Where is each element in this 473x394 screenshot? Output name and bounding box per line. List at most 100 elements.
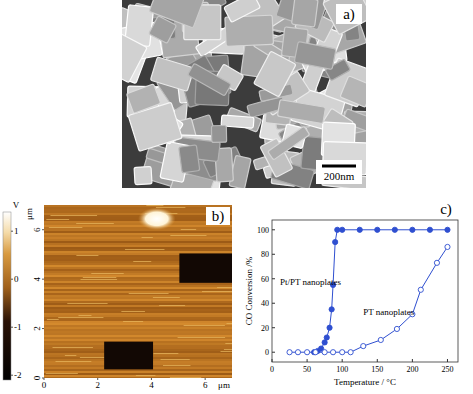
scan-streak xyxy=(163,365,190,366)
tick xyxy=(205,378,206,380)
scan-streak xyxy=(170,377,201,378)
scan-streak xyxy=(220,351,232,352)
scan-line xyxy=(44,239,232,241)
tick xyxy=(42,328,44,329)
y-tick-label: 100 xyxy=(257,226,269,235)
scan-line xyxy=(44,243,232,245)
tick-label: 4 xyxy=(32,276,42,281)
scan-line xyxy=(44,373,232,375)
scan-streak xyxy=(136,375,156,376)
scan-streak xyxy=(226,323,232,324)
sem-image xyxy=(122,0,366,188)
panel-label: c) xyxy=(440,201,452,218)
marks xyxy=(287,227,450,355)
scan-line xyxy=(44,325,232,327)
scan-streak xyxy=(170,235,206,236)
scan-streak xyxy=(153,297,180,298)
x-tick xyxy=(272,359,273,362)
scan-streak xyxy=(67,303,107,304)
scan-streak xyxy=(46,373,78,374)
scan-line xyxy=(44,221,232,223)
scan-streak xyxy=(76,255,98,256)
data-point xyxy=(330,350,335,355)
label-box xyxy=(206,207,230,225)
x-axis-title: Temperature / °C xyxy=(334,377,396,387)
nanoplate xyxy=(254,51,296,97)
nanoplate xyxy=(292,0,319,27)
scan-line xyxy=(44,339,232,341)
scan-line xyxy=(44,235,232,237)
scan-line xyxy=(44,229,232,231)
y-tick xyxy=(272,352,275,353)
tick xyxy=(42,229,44,230)
series-line xyxy=(290,247,448,352)
scan-streak xyxy=(178,337,226,338)
scan-line xyxy=(44,297,232,299)
scan-line xyxy=(44,223,232,225)
data-point xyxy=(322,340,327,345)
scan-streak xyxy=(55,361,91,362)
scan-line xyxy=(44,309,232,311)
scan-line xyxy=(44,249,232,251)
scan-line xyxy=(44,331,232,333)
scan-line xyxy=(44,241,232,243)
nanoplate xyxy=(340,76,366,108)
data-point xyxy=(357,227,362,232)
scan-line xyxy=(44,335,232,337)
afm-image xyxy=(44,205,232,378)
scan-streak xyxy=(142,237,153,238)
y-tick-label: 80 xyxy=(261,250,269,259)
scan-line xyxy=(44,247,232,249)
figure: a)200nm0246μm0246μmb)V10-1-2050100150200… xyxy=(0,0,473,394)
scan-line xyxy=(44,317,232,319)
x-tick-label: 150 xyxy=(371,365,383,374)
scan-line xyxy=(44,329,232,331)
data-point xyxy=(361,343,366,348)
scan-streak xyxy=(146,205,163,206)
x-tick xyxy=(342,359,343,362)
x-tick-label: 200 xyxy=(406,365,418,374)
y-tick xyxy=(272,327,275,328)
y-tick-label: 40 xyxy=(261,299,269,308)
data-point xyxy=(427,227,432,232)
scan-line xyxy=(44,315,232,317)
data-point xyxy=(348,350,353,355)
nanoplate xyxy=(224,0,261,22)
data-point xyxy=(394,326,399,331)
nanoplate xyxy=(294,41,336,69)
scan-streak xyxy=(123,321,143,322)
series-label: Pt/PT nanoplates xyxy=(280,277,342,287)
y-tick xyxy=(272,254,275,255)
y-tick xyxy=(272,303,275,304)
y-tick-label: 0 xyxy=(265,348,269,357)
tick-label: 6 xyxy=(203,380,208,390)
data-point xyxy=(375,227,380,232)
nanoplate xyxy=(188,63,232,96)
scale-bar-box xyxy=(316,160,362,184)
scan-streak xyxy=(133,261,151,262)
series-line xyxy=(314,230,447,352)
scan-streak xyxy=(202,291,232,292)
scan-line xyxy=(44,283,232,285)
data-point xyxy=(324,335,329,340)
tick xyxy=(42,279,44,280)
scan-streak xyxy=(76,223,114,224)
data-point xyxy=(340,350,345,355)
scan-streak xyxy=(225,343,232,344)
axis-label: μm xyxy=(218,380,230,390)
scan-line xyxy=(44,307,232,309)
scan-line xyxy=(44,289,232,291)
scan-streak xyxy=(65,355,76,356)
nanoplate xyxy=(211,125,226,142)
data-point xyxy=(287,350,292,355)
data-point xyxy=(327,325,332,330)
x-tick-label: 0 xyxy=(270,365,274,374)
data-point xyxy=(335,227,340,232)
scan-line xyxy=(44,237,232,239)
panel-label: b) xyxy=(212,208,225,225)
scan-streak xyxy=(121,311,145,312)
y-tick-label: 20 xyxy=(261,324,269,333)
scan-line xyxy=(44,301,232,303)
plot-frame xyxy=(272,220,458,362)
scan-line xyxy=(44,251,232,253)
